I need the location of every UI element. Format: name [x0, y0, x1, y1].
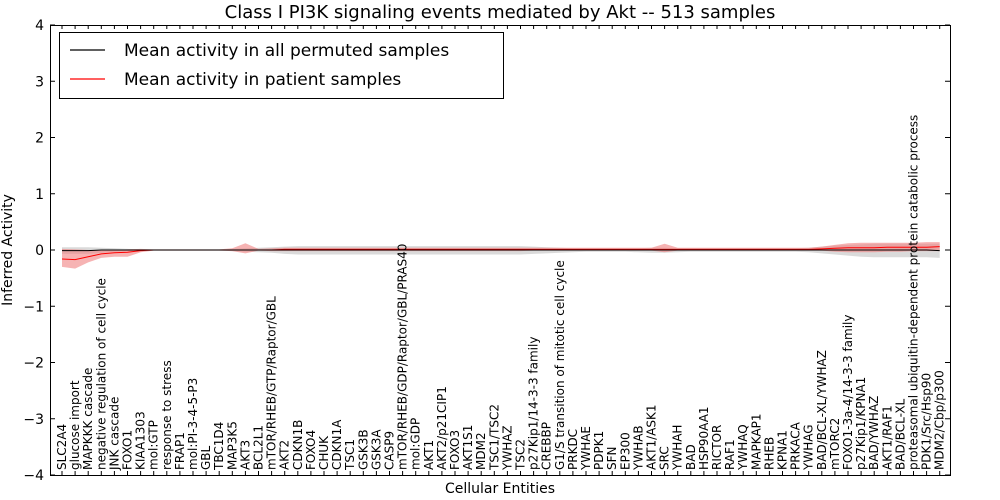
y-tick-label: 2	[35, 131, 44, 147]
entity-label: RAF1	[723, 439, 737, 470]
entity-label: MAPKAP1	[749, 413, 763, 470]
entity-label: JNK cascade	[107, 397, 121, 471]
entity-label: BCL2L1	[252, 425, 266, 470]
entity-label: MAP3K5	[225, 421, 239, 470]
entity-label: mol:GDP	[409, 418, 423, 470]
legend-box	[59, 32, 504, 99]
entity-label: FOXO3	[448, 430, 462, 470]
y-tick-label: −1	[23, 299, 44, 315]
y-tick-label: 1	[35, 187, 44, 203]
entity-label: BAD/YWHAZ	[867, 396, 881, 470]
entity-label: p27Kip1/14-3-3 family	[527, 337, 541, 470]
entity-label: YWHAG	[802, 424, 816, 471]
entity-label: SFN	[605, 447, 619, 471]
entity-label: RHEB	[762, 437, 776, 470]
y-tick-label: 3	[35, 74, 44, 90]
entity-label: BAD/BCL-XL/YWHAZ	[815, 350, 829, 470]
entity-label: SLC2A4	[55, 424, 69, 470]
entity-label: YWHAQ	[736, 424, 750, 471]
entity-label: AKT3	[238, 440, 252, 470]
entity-label: RICTOR	[710, 425, 724, 470]
entity-label: mTORC2	[828, 418, 842, 470]
entity-label: GSK3B	[356, 429, 370, 470]
entity-label: CASP9	[383, 431, 397, 470]
entity-label: BAD	[684, 444, 698, 470]
entity-labels: SLC2A4 glucose import MAPKKK cascade negati…	[55, 115, 947, 471]
entity-label: YWHAE	[579, 426, 593, 471]
entity-label: MDM2/Cbp/p300	[933, 370, 947, 470]
y-tick-label: −3	[23, 412, 44, 428]
legend-label-permuted: Mean activity in all permuted samples	[124, 41, 449, 61]
entity-label: BAD/BCL-XL	[893, 398, 907, 470]
entity-label: YWHAZ	[500, 425, 514, 471]
entity-label: AKT1S1	[461, 425, 475, 470]
entity-label: glucose import	[68, 380, 82, 470]
chart-title: Class I PI3K signaling events mediated b…	[225, 2, 776, 23]
entity-label: PRKDC	[566, 429, 580, 470]
entity-label: mol:GTP	[147, 420, 161, 470]
entity-label: AKT1/ASK1	[645, 405, 659, 470]
entity-label: TSC2	[514, 439, 528, 471]
entity-label: PRKACA	[789, 421, 803, 470]
entity-label: G1/S transition of mitotic cell cycle	[553, 260, 567, 470]
y-tick-label: 4	[35, 18, 44, 34]
entity-label: TBC1D4	[212, 422, 226, 471]
entity-label: HSP90AA1	[697, 406, 711, 470]
entity-label: TSC1/TSC2	[487, 404, 501, 471]
legend-label-patient: Mean activity in patient samples	[124, 70, 401, 90]
entity-label: AKT2/p21CIP1	[435, 386, 449, 470]
x-axis	[61, 25, 941, 475]
confidence-bands	[62, 242, 940, 269]
entity-label: AKT2	[278, 440, 292, 470]
legend: Mean activity in all permuted samples Me…	[59, 32, 504, 99]
entity-label: FOXO1-3a-4/14-3-3 family	[841, 315, 855, 471]
entity-label: TSC1	[343, 439, 357, 471]
entity-label: GSK3A	[369, 429, 383, 470]
entity-label: KPNA1	[776, 430, 790, 470]
entity-label: CREBBP	[540, 422, 554, 470]
entity-label: FOXO1	[121, 430, 135, 470]
entity-label: proteasomal ubiquitin-dependent protein …	[907, 115, 921, 470]
series-lines	[61, 246, 940, 261]
entity-label: AKT1/RAF1	[880, 405, 894, 470]
y-axis: −4 −3 −2 −1 0 1 2 3 4	[23, 18, 950, 484]
entity-label: negative regulation of cell cycle	[94, 278, 108, 470]
entity-label: MAPKKK cascade	[81, 368, 95, 470]
entity-label: CDKN1A	[330, 419, 344, 470]
y-tick-label: −4	[23, 468, 44, 484]
entity-label: YWHAB	[631, 425, 645, 471]
entity-label: CHUK	[317, 435, 331, 470]
band-patient	[62, 242, 940, 269]
entity-label: mol:PI-3-4-5-P3	[186, 378, 200, 470]
entity-label: YWHAH	[671, 425, 685, 471]
entity-label: mTOR/RHEB/GTP/Raptor/GBL	[265, 296, 279, 470]
entity-label: MDM2	[474, 432, 488, 470]
entity-label: GBL	[199, 445, 213, 470]
y-tick-label: −2	[23, 356, 44, 372]
line-permuted	[62, 249, 940, 252]
entity-label: FOXO4	[304, 430, 318, 470]
entity-label: FRAP1	[173, 432, 187, 470]
entity-label: CDKN1B	[291, 420, 305, 470]
entity-label: PDPK1	[592, 431, 606, 470]
entity-label: SRC	[658, 446, 672, 470]
entity-label: mTOR/RHEB/GDP/Raptor/GBL/PRAS40	[396, 244, 410, 470]
x-axis-label: Cellular Entities	[445, 481, 555, 497]
entity-label: KIAA1303	[134, 411, 148, 470]
entity-label: response to stress	[160, 360, 174, 470]
y-tick-label: 0	[35, 243, 44, 259]
entity-label: EP300	[618, 432, 632, 470]
entity-label: p27Kip1/KPNA1	[854, 377, 868, 470]
entity-label: AKT1	[422, 440, 436, 470]
entity-label: PDK1/Src/Hsp90	[920, 373, 934, 470]
y-axis-label: Inferred Activity	[0, 194, 16, 306]
